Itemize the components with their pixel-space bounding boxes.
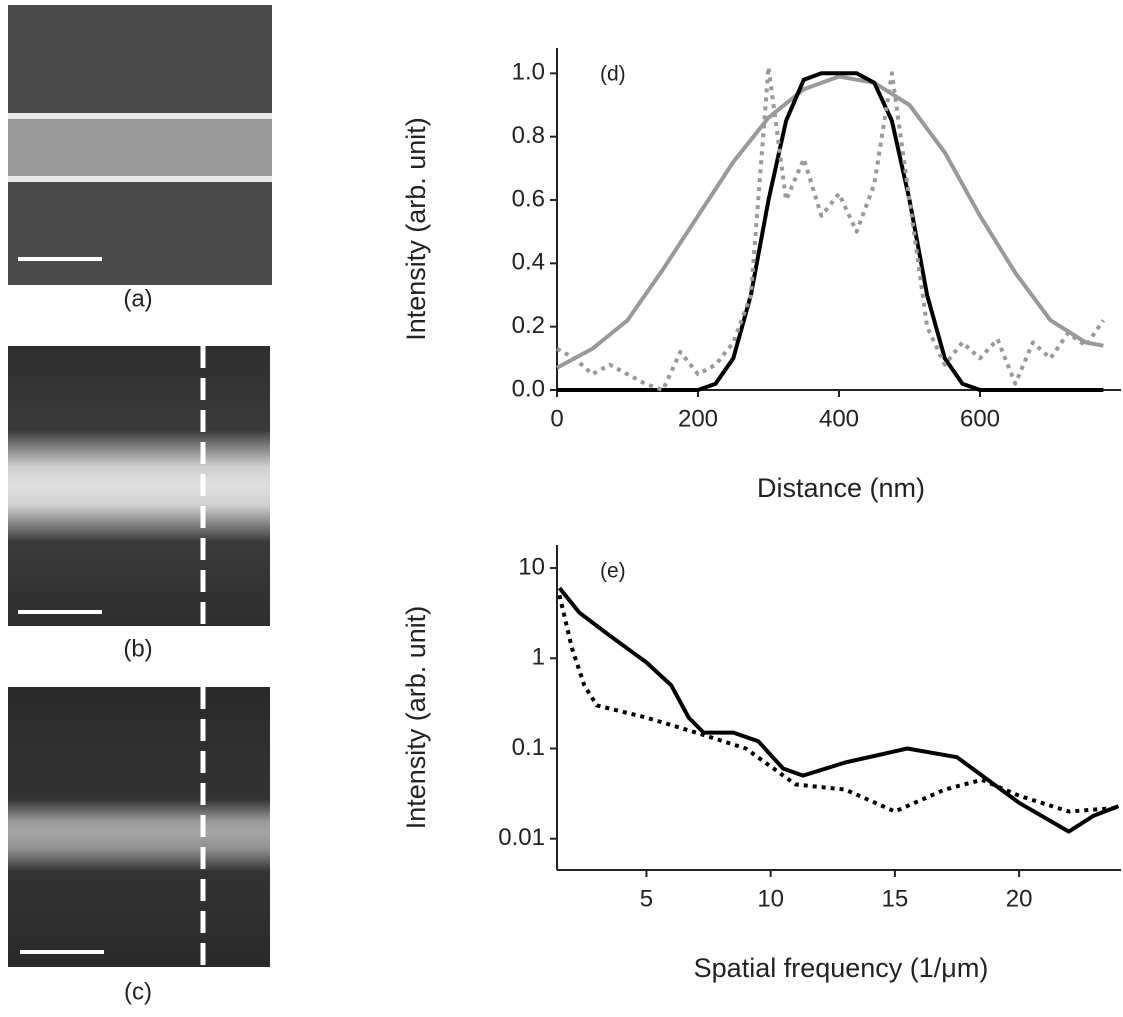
- x-axis-label: Distance (nm): [757, 473, 925, 503]
- data-line: [556, 65, 1106, 392]
- y-tick-label: 10: [518, 553, 545, 580]
- x-tick-label: 0: [550, 405, 563, 432]
- image-b: [8, 346, 270, 626]
- y-tick-label: 1.0: [512, 59, 545, 86]
- y-tick-label: 0.1: [512, 734, 545, 761]
- x-axis-label: Spatial frequency (1/μm): [694, 953, 989, 983]
- x-tick-label: 600: [960, 405, 1000, 432]
- y-tick-label: 0.2: [512, 312, 545, 339]
- y-tick-label: 0.01: [498, 824, 545, 851]
- y-axis-label: Intensity (arb. unit): [401, 606, 431, 830]
- x-tick-label: 5: [640, 885, 653, 912]
- x-tick-label: 400: [819, 405, 859, 432]
- data-line: [557, 586, 1120, 834]
- data-line: [557, 594, 1119, 814]
- y-tick-label: 0.4: [512, 249, 545, 276]
- x-tick-label: 15: [882, 885, 909, 912]
- image-c: [8, 687, 270, 967]
- panel-label: (c): [124, 978, 152, 1005]
- panel-label: (b): [123, 635, 152, 662]
- data-line: [557, 71, 1104, 392]
- y-tick-label: 1: [532, 644, 545, 671]
- annotation: (e): [600, 560, 626, 583]
- image-a: [8, 5, 272, 285]
- x-tick-label: 20: [1006, 885, 1033, 912]
- y-tick-label: 0.6: [512, 185, 545, 212]
- y-tick-label: 0.8: [512, 122, 545, 149]
- x-tick-label: 200: [678, 405, 718, 432]
- y-tick-label: 0.0: [512, 375, 545, 402]
- y-axis-label: Intensity (arb. unit): [401, 117, 431, 341]
- x-tick-label: 10: [757, 885, 784, 912]
- annotation: (d): [600, 63, 626, 86]
- data-line: [556, 74, 1104, 370]
- panel-label: (a): [123, 285, 152, 312]
